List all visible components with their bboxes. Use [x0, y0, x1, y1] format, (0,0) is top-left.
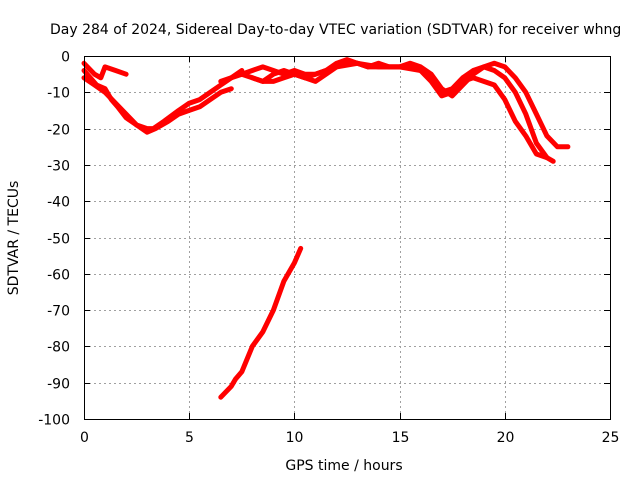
x-tick-label: 0 [80, 430, 89, 446]
x-tick-label: 25 [602, 430, 620, 446]
y-tick-label: -100 [38, 413, 70, 429]
y-tick-label: -60 [47, 268, 70, 284]
series-line-track-2 [81, 68, 234, 135]
grid-lines [84, 56, 610, 419]
x-tick-label: 5 [185, 430, 194, 446]
series-line-track-4 [218, 57, 550, 161]
series-line-track-7 [218, 245, 304, 400]
series-line-track-1 [81, 68, 245, 132]
axis-ticks: 0 -10 -20 -30 -40 -50 -60 -70 -80 -90 -100 0 5 10 15 20… [38, 50, 619, 447]
chart-title: Day 284 of 2024, Sidereal Day-to-day VTE… [50, 22, 621, 38]
x-tick-label: 10 [286, 430, 304, 446]
y-tick-label: -90 [47, 377, 70, 393]
series-line-track-6 [249, 60, 556, 164]
x-tick-label: 20 [497, 430, 515, 446]
y-tick-label: 0 [61, 50, 70, 66]
y-tick-label: -10 [47, 86, 70, 102]
data-series [81, 57, 571, 400]
series-line-track-3 [81, 60, 129, 81]
y-tick-label: -70 [47, 304, 70, 320]
series-line-track-5 [239, 60, 571, 150]
x-tick-label: 15 [392, 430, 410, 446]
y-tick-label: -50 [47, 232, 70, 248]
y-tick-label: -80 [47, 340, 70, 356]
y-tick-label: -40 [47, 195, 70, 211]
plot-frame [84, 56, 611, 420]
y-tick-label: -20 [47, 123, 70, 139]
x-axis-label: GPS time / hours [285, 458, 402, 474]
y-axis-label: SDTVAR / TECUs [6, 181, 22, 296]
y-tick-label: -30 [47, 159, 70, 175]
